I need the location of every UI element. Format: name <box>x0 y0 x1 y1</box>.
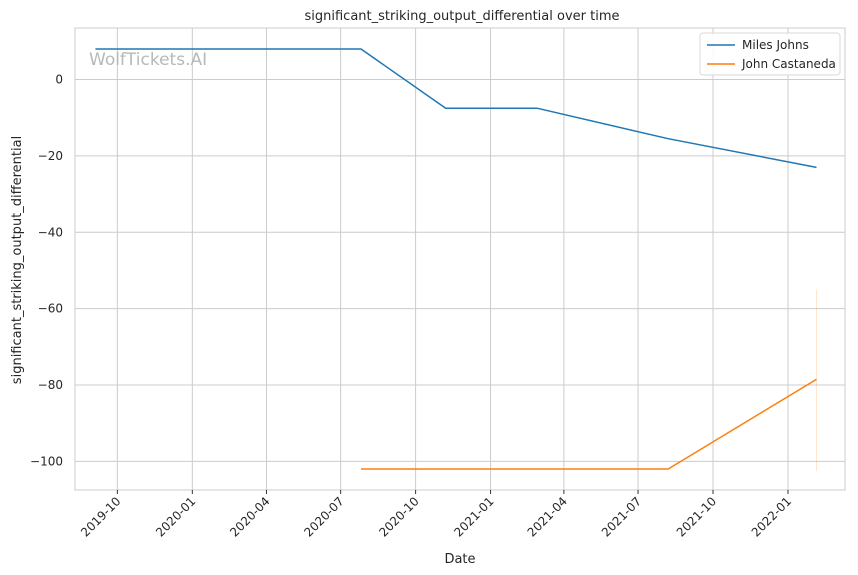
y-tick-label: 0 <box>55 73 63 87</box>
series-line-john-castaneda <box>361 378 817 470</box>
x-tick-label: 2020-10 <box>376 494 421 539</box>
legend-label: John Castaneda <box>741 57 836 71</box>
x-tick-label: 2021-01 <box>451 494 496 539</box>
x-tick-label: 2019-10 <box>78 494 123 539</box>
legend: Miles Johns John Castaneda <box>699 32 841 76</box>
grid-lines <box>75 28 845 490</box>
x-tick-label: 2021-07 <box>599 494 644 539</box>
series-lines <box>95 48 817 471</box>
chart-title: significant_striking_output_differential… <box>305 9 620 24</box>
x-tick-label: 2020-01 <box>153 494 198 539</box>
x-tick-label: 2021-10 <box>674 494 719 539</box>
y-tick-label: −40 <box>38 225 63 239</box>
watermark-text: WolfTickets.AI <box>89 50 207 70</box>
x-tick-label: 2020-07 <box>301 494 346 539</box>
y-axis-label: significant_striking_output_differential <box>10 136 25 384</box>
x-tick-label: 2021-04 <box>525 494 570 539</box>
x-tick-label: 2022-01 <box>749 494 794 539</box>
y-tick-label: −20 <box>38 149 63 163</box>
legend-label: Miles Johns <box>742 38 809 52</box>
x-axis-label: Date <box>444 552 475 567</box>
x-tick-label: 2020-04 <box>227 494 272 539</box>
y-tick-label: −80 <box>38 378 63 392</box>
y-tick-label: −60 <box>38 302 63 316</box>
plot-area-frame <box>74 27 846 491</box>
y-tick-label: −100 <box>30 454 63 468</box>
series-line-miles-johns <box>95 48 817 169</box>
